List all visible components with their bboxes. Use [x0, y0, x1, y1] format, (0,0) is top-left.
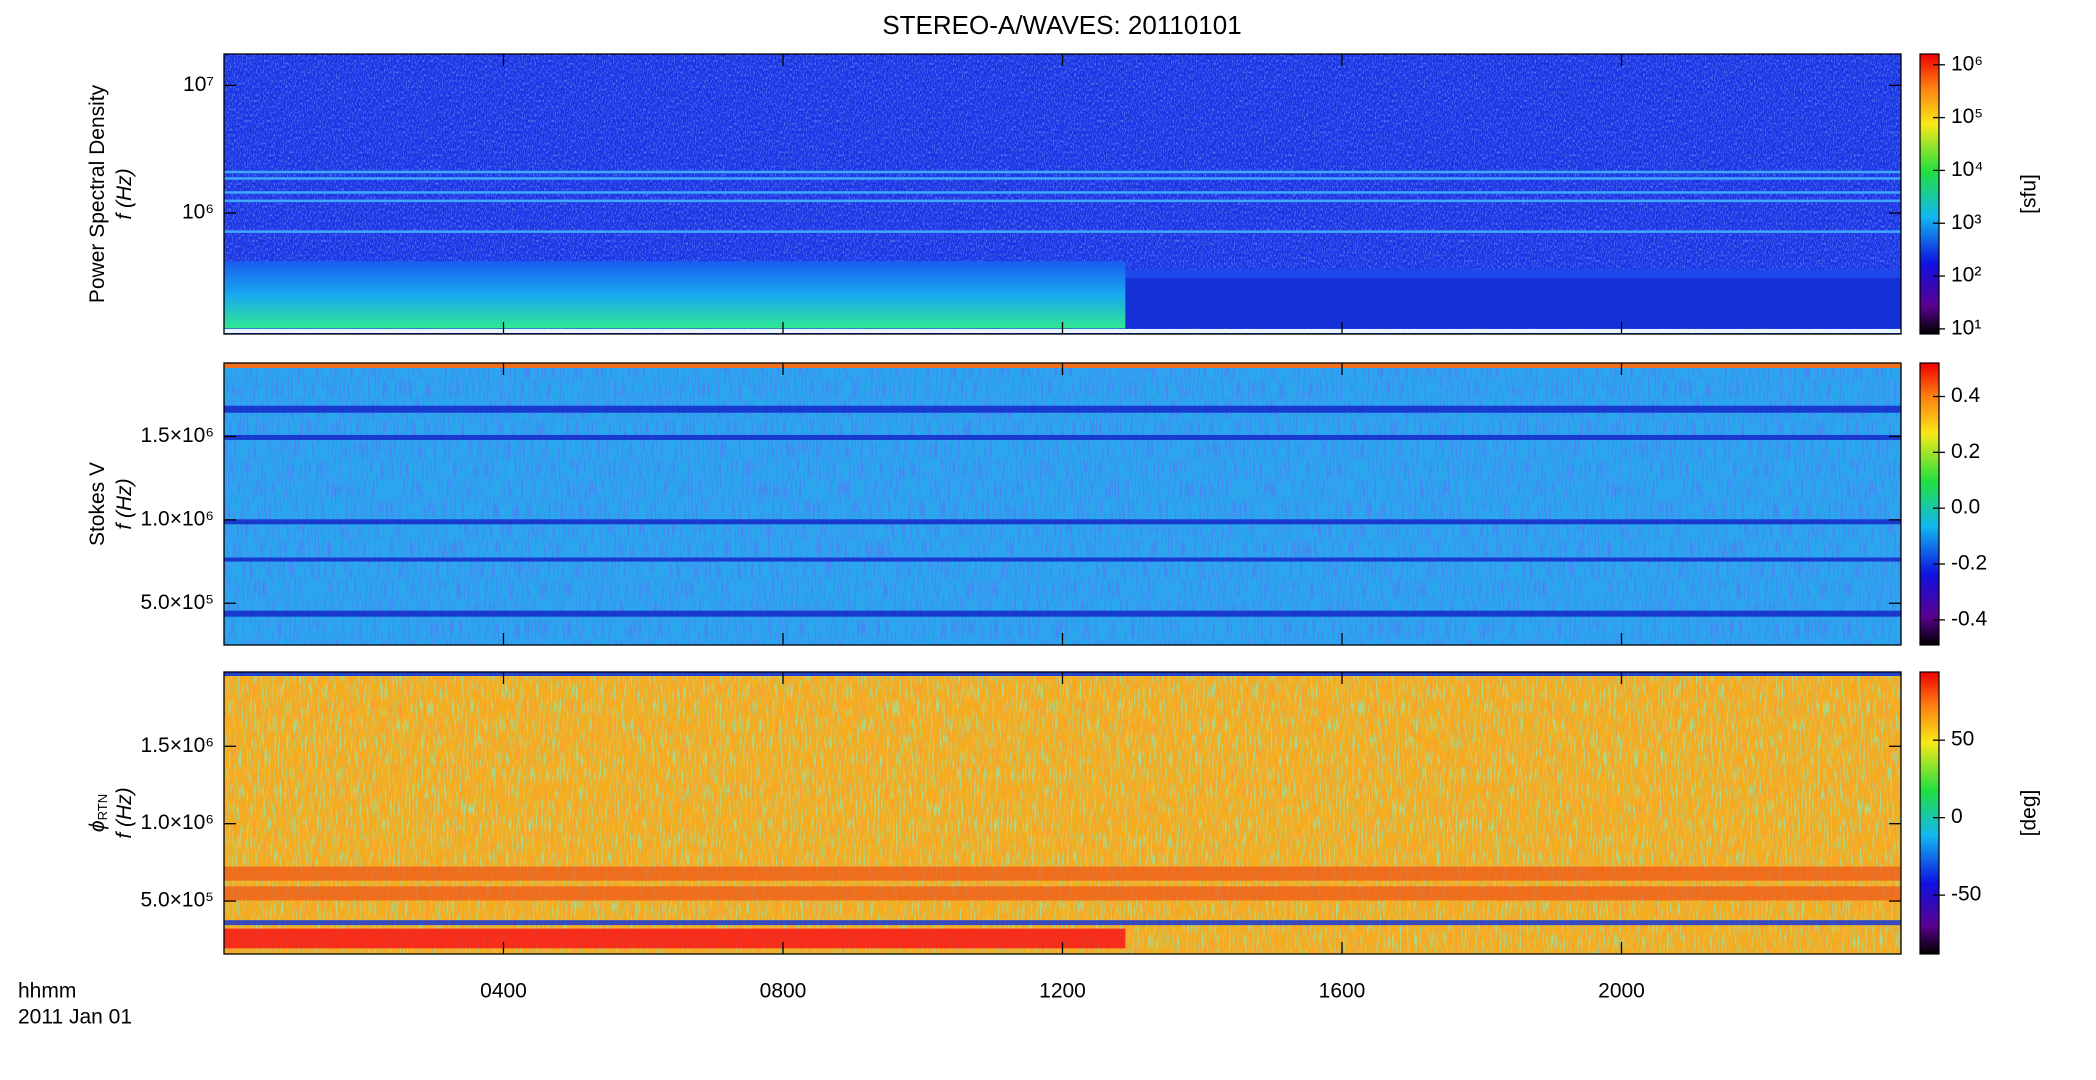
- y-axis-label-text: f (Hz): [113, 787, 136, 838]
- spectrogram-noise: [224, 363, 1901, 645]
- spectrogram-noise: [224, 672, 1901, 954]
- colorbar-tick-label: 10⁶: [1951, 52, 1983, 75]
- x-axis-date: 2011 Jan 01: [18, 1006, 132, 1029]
- y-axis-label-text: f (Hz): [113, 168, 136, 219]
- spectrogram-line: [224, 191, 1901, 194]
- spectrogram-line: [224, 519, 1901, 525]
- colorbar-tick-label: 10⁵: [1951, 105, 1983, 128]
- y-axis-label-text: ϕ: [86, 820, 109, 832]
- spectrogram-line: [224, 230, 1901, 233]
- colorbar-tick-label: 10²: [1951, 264, 1981, 287]
- x-axis-label: hhmm: [18, 980, 76, 1003]
- y-tick-label: 10⁷: [183, 73, 214, 96]
- colorbar-tick-label: 0: [1951, 805, 1963, 828]
- spectrogram-band: [224, 928, 1126, 949]
- y-axis-label: Power Spectral Density: [86, 84, 109, 303]
- spectrogram-line: [224, 177, 1901, 180]
- colorbar-tick-label: 0.4: [1951, 384, 1981, 407]
- colorbar-tick-label: 50: [1951, 728, 1974, 751]
- colorbar-tick-label: 0.0: [1951, 496, 1980, 519]
- colorbar-tick-label: 10⁴: [1951, 158, 1983, 181]
- y-tick-label: 5.0×10⁵: [140, 889, 214, 912]
- spectrogram-line: [224, 170, 1901, 174]
- y-axis-label-text: Power Spectral Density: [86, 84, 109, 303]
- x-tick-label: 1200: [1039, 980, 1086, 1003]
- y-tick-label: 1.0×10⁶: [141, 811, 214, 834]
- spectrogram-band: [224, 866, 1901, 881]
- spectrogram-line: [224, 199, 1901, 203]
- colorbar: [1919, 362, 1940, 646]
- y-axis-label: Stokes V: [86, 462, 109, 546]
- colorbar: [1919, 53, 1940, 335]
- x-tick-label: 0400: [480, 980, 527, 1003]
- colorbar-tick-label: 10³: [1951, 211, 1981, 234]
- colorbar-tick-label: -0.4: [1951, 607, 1988, 630]
- y-tick-label: 10⁶: [182, 201, 214, 224]
- y-axis-label-text: Stokes V: [86, 462, 109, 546]
- x-tick-label: 0800: [760, 980, 807, 1003]
- y-axis-label-text: f (Hz): [113, 478, 136, 529]
- y-axis-label: f (Hz): [113, 478, 136, 529]
- spectrogram-band: [224, 261, 1126, 329]
- spectrogram-band: [1125, 278, 1901, 329]
- x-tick-label: 1600: [1319, 980, 1366, 1003]
- spectrogram-line: [224, 610, 1901, 617]
- y-tick-label: 1.5×10⁶: [141, 424, 214, 447]
- y-tick-label: 5.0×10⁵: [140, 591, 214, 614]
- y-tick-label: 1.5×10⁶: [141, 734, 214, 757]
- colorbar-tick-label: 10¹: [1951, 316, 1981, 339]
- colorbar-tick-label: 0.2: [1951, 440, 1980, 463]
- y-axis-label: f (Hz): [113, 168, 136, 219]
- spectrogram-line: [224, 557, 1901, 562]
- spectrogram-line: [224, 920, 1901, 926]
- colorbar-label: [deg]: [2018, 790, 2041, 837]
- chart-title: STEREO-A/WAVES: 20110101: [882, 10, 1241, 40]
- colorbar-tick-label: -0.2: [1951, 552, 1987, 575]
- colorbar: [1919, 671, 1940, 955]
- spectrogram-line: [224, 405, 1901, 413]
- x-tick-label: 2000: [1598, 980, 1645, 1003]
- spectrogram-band: [224, 886, 1901, 901]
- y-axis-label-sub: RTN: [95, 794, 110, 820]
- y-axis-label: ϕRTN: [86, 794, 111, 832]
- colorbar-label: [sfu]: [2018, 174, 2041, 214]
- colorbar-tick-label: -50: [1951, 883, 1981, 906]
- y-tick-label: 1.0×10⁶: [141, 507, 214, 530]
- spectrogram-line: [224, 434, 1901, 440]
- y-axis-label: f (Hz): [113, 787, 136, 838]
